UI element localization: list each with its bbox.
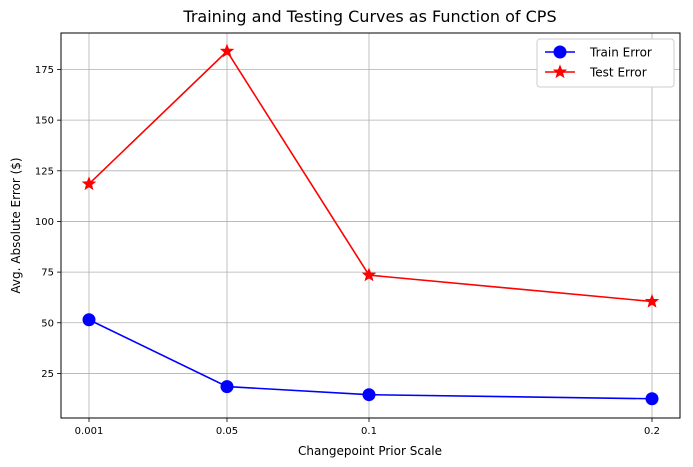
legend-marker-star [552,64,568,79]
series-train-error [82,313,659,406]
y-tick-label: 100 [35,217,54,228]
x-axis-label: Changepoint Prior Scale [298,444,442,458]
legend-box [536,38,675,88]
series-layer [81,43,660,406]
y-tick-label: 75 [41,268,54,279]
legend: Train Error Test Error [536,38,675,88]
y-tick-label: 50 [41,318,54,329]
y-axis-label: Avg. Absolute Error ($) [9,157,23,293]
data-point-circle [220,380,234,394]
series-test-error [81,43,660,308]
data-point-circle [82,313,96,327]
y-tick-label: 125 [35,166,54,177]
x-tick-label: 0.05 [216,426,238,437]
x-axis: 0.001 0.05 0.1 0.2 [75,418,660,437]
x-tick-label: 0.2 [644,426,660,437]
data-point-star [219,43,235,58]
x-tick-label: 0.1 [361,426,377,437]
legend-label: Test Error [589,66,647,80]
legend-label: Train Error [589,46,652,60]
y-axis: 25 50 75 100 125 150 175 [35,65,61,380]
series-line [88,49,653,303]
data-point-circle [645,392,659,406]
grid [61,33,680,418]
chart-title: Training and Testing Curves as Function … [182,7,556,26]
data-point-circle [362,388,376,402]
y-tick-label: 150 [35,116,54,127]
y-tick-label: 25 [41,369,54,380]
data-point-star [644,293,660,308]
plot-area [60,32,681,419]
legend-marker-circle [553,45,567,59]
x-tick-label: 0.001 [75,426,104,437]
series-line [88,319,653,400]
data-point-star [81,176,97,191]
data-point-star [361,267,377,282]
y-tick-label: 175 [35,65,54,76]
